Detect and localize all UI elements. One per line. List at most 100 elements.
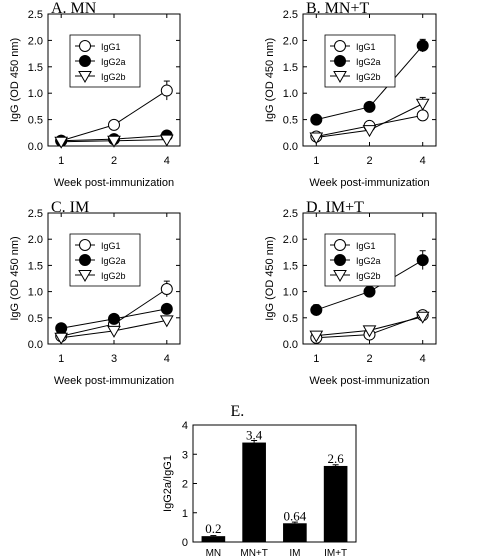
- y-tick-label: 1.5: [28, 62, 43, 74]
- line-panel-0: A. MN 0.0 0.5 1.0 1.5 2.0 2.5 1 2 4 Week post-immu…: [9, 0, 181, 189]
- x-axis-label: Week post-immunization: [309, 375, 429, 387]
- data-point: [362, 125, 377, 138]
- bar-panel: E. 0 1 2 3 4 IgG2a/IgG1 0.2 MN 3.4 MN+T 0.64 IM 2.6 IM…: [162, 403, 357, 559]
- legend-label: IgG2a: [101, 256, 126, 266]
- legend-marker: [78, 270, 92, 283]
- x-axis-label: Week post-immunization: [54, 375, 174, 387]
- x-tick-label: IM: [289, 548, 300, 559]
- y-axis-label: IgG (OD 450 nm): [264, 236, 276, 320]
- data-point: [107, 325, 121, 338]
- data-point: [160, 282, 173, 295]
- data-point: [310, 113, 323, 126]
- data-point: [362, 325, 377, 338]
- legend-label: IgG2a: [101, 57, 126, 67]
- legend-marker: [79, 239, 91, 251]
- series-2: [309, 311, 430, 343]
- y-tick-label: 2.0: [28, 35, 43, 47]
- y-tick-label: 0.0: [28, 339, 43, 351]
- y-tick-label: 1.0: [28, 88, 43, 100]
- y-tick-label: 3: [182, 449, 188, 461]
- x-tick-label: 4: [164, 353, 170, 365]
- bar-value-label: 2.6: [328, 451, 345, 466]
- x-tick-label: 1: [58, 353, 64, 365]
- bar: [201, 536, 226, 542]
- data-point: [54, 332, 69, 345]
- y-tick-label: 2: [182, 479, 188, 491]
- legend-label: IgG2a: [356, 256, 381, 266]
- legend: IgG1 IgG2a IgG2b: [69, 34, 141, 88]
- legend-marker: [333, 270, 347, 283]
- y-tick-label: 1.5: [283, 260, 298, 272]
- x-tick-label: IM+T: [324, 548, 347, 559]
- data-point: [310, 303, 323, 316]
- bar: [242, 442, 266, 542]
- y-tick-label: 1.0: [283, 287, 298, 299]
- y-tick-label: 2.5: [28, 9, 43, 21]
- y-tick-label: 1: [182, 508, 188, 520]
- panel-title: D. IM+T: [306, 199, 364, 216]
- legend-marker: [78, 71, 92, 84]
- x-tick-label: MN: [206, 548, 222, 559]
- x-tick-label: 4: [164, 155, 170, 167]
- y-axis-label: IgG (OD 450 nm): [9, 38, 21, 122]
- panel-title: C. IM: [51, 199, 89, 216]
- panel-title: A. MN: [51, 0, 97, 17]
- y-tick-label: 2.0: [283, 35, 298, 47]
- y-tick-label: 1.0: [283, 88, 298, 100]
- bar: [323, 465, 348, 542]
- legend: IgG1 IgG2a IgG2b: [324, 34, 396, 88]
- line-panel-2: C. IM 0.0 0.5 1.0 1.5 2.0 2.5 1 3 4 Week post-immu…: [9, 199, 181, 387]
- y-tick-label: 0: [182, 537, 188, 549]
- x-axis-label: Week post-immunization: [309, 177, 429, 189]
- y-tick-label: 2.5: [28, 208, 43, 220]
- legend-label: IgG2b: [101, 271, 126, 281]
- legend-marker: [334, 55, 346, 67]
- data-point: [159, 315, 174, 328]
- data-point: [309, 132, 324, 145]
- legend-marker: [79, 40, 91, 52]
- legend-label: IgG1: [101, 42, 121, 52]
- legend-marker: [79, 254, 91, 266]
- line-panel-1: B. MN+T 0.0 0.5 1.0 1.5 2.0 2.5 1 2 4 Week post-im…: [264, 0, 437, 189]
- x-tick-label: 4: [420, 353, 426, 365]
- y-tick-label: 4: [182, 420, 188, 432]
- y-tick-label: 2.0: [283, 234, 298, 246]
- legend-label: IgG1: [101, 241, 121, 251]
- panel-title: B. MN+T: [306, 0, 369, 17]
- legend-label: IgG1: [356, 241, 376, 251]
- legend-marker: [333, 71, 347, 84]
- legend-label: IgG2b: [356, 72, 381, 82]
- data-point: [107, 135, 121, 148]
- legend-marker: [334, 40, 346, 52]
- bar-value-label: 0.2: [205, 521, 221, 536]
- data-point: [416, 109, 429, 122]
- y-tick-label: 0.0: [283, 141, 298, 153]
- legend-marker: [334, 239, 346, 251]
- x-tick-label: 1: [313, 353, 319, 365]
- line-panel-3: D. IM+T 0.0 0.5 1.0 1.5 2.0 2.5 1 2 4 Week post-im…: [264, 199, 437, 387]
- y-tick-label: 0.0: [28, 141, 43, 153]
- y-tick-label: 2.0: [28, 234, 43, 246]
- data-point: [160, 302, 173, 315]
- y-axis-label: IgG2a/IgG1: [162, 455, 174, 512]
- y-tick-label: 1.5: [28, 260, 43, 272]
- legend-marker: [79, 55, 91, 67]
- y-tick-label: 0.0: [283, 339, 298, 351]
- series-2: [54, 315, 174, 345]
- y-tick-label: 0.5: [283, 313, 298, 325]
- bar-value-label: 0.64: [284, 508, 307, 523]
- legend-marker: [334, 254, 346, 266]
- series-2: [309, 96, 430, 145]
- x-tick-label: 3: [111, 353, 117, 365]
- y-tick-label: 2.5: [283, 9, 298, 21]
- series-2: [54, 134, 174, 149]
- legend-label: IgG2b: [101, 72, 126, 82]
- legend-label: IgG2a: [356, 57, 381, 67]
- y-tick-label: 1.0: [28, 287, 43, 299]
- data-point: [108, 312, 120, 325]
- bar: [283, 523, 307, 542]
- data-point: [55, 322, 68, 335]
- data-point: [415, 311, 430, 324]
- data-point: [309, 330, 324, 343]
